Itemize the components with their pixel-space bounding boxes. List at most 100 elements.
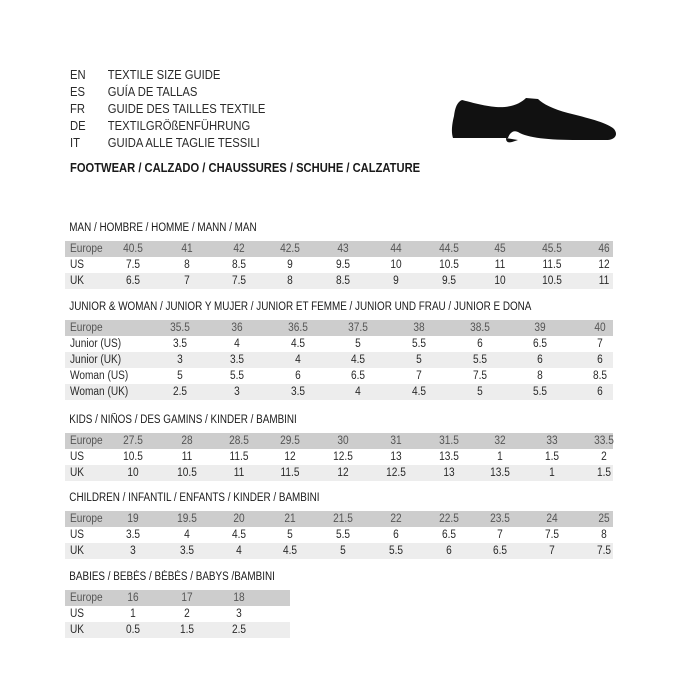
row-label: US [70,529,85,541]
size-cell: 8 [537,370,543,382]
size-cell: 21 [284,513,296,525]
size-cell: 3.5 [172,338,188,350]
row-label: US [70,259,85,271]
size-cell: 27.5 [123,435,143,447]
size-table: Europe 35.5 36 36.5 37.5 38 38.5 39 40 Junior (US… [65,320,613,400]
size-cell: 3 [234,386,240,398]
size-table: Europe 19 19.5 20 21 21.5 22 22.5 23.5 24 25 US 3.5 4… [65,511,613,559]
size-cell: 20 [233,513,245,525]
table-title: CHILDREN / INFANTIL / ENFANTS / KINDER /… [69,492,320,504]
size-cell: 10.5 [177,467,197,479]
row-label: UK [70,275,85,287]
size-cell: 42 [233,243,245,255]
size-cell: 10 [127,467,139,479]
size-cell: 11 [598,275,610,287]
size-cell: 4.5 [231,529,247,541]
table-row: Woman (US) 5 5.5 6 6.5 7 7.5 8 8.5 [65,368,613,384]
size-cell: 0.5 [125,624,141,636]
guide-title: TEXTILE SIZE GUIDE [107,68,221,82]
size-cell: 5 [355,338,361,350]
size-cell: 24 [546,513,558,525]
size-cell: 7.5 [544,529,560,541]
size-cell: 1 [497,451,503,463]
size-cell: 4 [236,545,242,557]
size-cell: 21.5 [333,513,353,525]
size-table-babies: BABIES / BEBÉS / BÉBÉS / BABYS /BAMBINI E… [65,569,309,638]
size-cell: 7 [549,545,555,557]
size-cell: 1.5 [596,467,612,479]
size-cell: 28 [181,435,193,447]
size-cell: 12 [598,259,610,271]
size-cell: 11.5 [542,259,562,271]
size-cell: 6 [295,370,301,382]
size-table-children: CHILDREN / INFANTIL / ENFANTS / KINDER /… [65,490,613,559]
size-cell: 11 [181,451,193,463]
size-cell: 22.5 [439,513,459,525]
language-code: EN [70,68,86,82]
size-cell: 5 [340,545,346,557]
size-cell: 3.5 [179,545,195,557]
size-cell: 6.5 [125,275,141,287]
size-cell: 28.5 [229,435,249,447]
size-cell: 12 [284,451,296,463]
size-cell: 6 [597,386,603,398]
shoe-silhouette-icon [448,96,618,149]
table-row: Europe 27.5 28 28.5 29.5 30 31 31.5 32 33 33.5 [65,433,614,449]
size-cell: 7.5 [472,370,488,382]
table-row: Europe 40.5 41 42 42.5 43 44 44.5 45 45.5 46 [65,241,613,257]
size-cell: 44 [390,243,402,255]
size-table-kids: KIDS / NIÑOS / DES GAMINS / KINDER / BAM… [65,412,614,481]
size-cell: 12.5 [333,451,353,463]
size-cell: 3 [130,545,136,557]
table-row: UK 6.5 7 7.5 8 8.5 9 9.5 10 10.5 11 [65,273,613,289]
size-cell: 6 [446,545,452,557]
size-cell: 43 [337,243,349,255]
size-cell: 38.5 [470,322,490,334]
row-label: Europe [70,513,103,525]
size-cell: 13 [443,467,455,479]
size-cell: 8.5 [592,370,608,382]
size-cell: 11 [233,467,245,479]
size-cell: 17 [181,592,193,604]
table-title: MAN / HOMBRE / HOMME / MANN / MAN [69,222,257,234]
language-code: DE [70,119,86,133]
size-cell: 5.5 [335,529,351,541]
size-cell: 7 [597,338,603,350]
size-cell: 1.5 [544,451,560,463]
size-cell: 33 [546,435,558,447]
size-cell: 45.5 [542,243,562,255]
size-cell: 9 [393,275,399,287]
size-cell: 7 [497,529,503,541]
size-cell: 7 [416,370,422,382]
row-label: US [70,451,85,463]
size-table: Europe 27.5 28 28.5 29.5 30 31 31.5 32 33 33.5 US 10… [65,433,614,481]
size-cell: 1.5 [179,624,195,636]
row-label: UK [70,467,85,479]
size-table-man: MAN / HOMBRE / HOMME / MANN / MAN Europe 4… [65,220,613,289]
size-cell: 10.5 [542,275,562,287]
size-cell: 4 [184,529,190,541]
size-cell: 36 [231,322,243,334]
size-cell: 10 [494,275,506,287]
row-label: UK [70,624,85,636]
table-row: US 7.5 8 8.5 9 9.5 10 10.5 11 11.5 12 [65,257,613,273]
size-cell: 6.5 [441,529,457,541]
guide-title: TEXTILGRÖßENFÜHRUNG [107,119,251,133]
guide-title: GUIDE DES TAILLES TEXTILE [107,102,266,116]
size-cell: 10.5 [439,259,459,271]
size-cell: 31 [390,435,402,447]
size-cell: 38 [413,322,425,334]
size-cell: 13 [390,451,402,463]
size-cell: 11.5 [280,467,300,479]
size-cell: 25 [598,513,610,525]
size-cell: 30 [337,435,349,447]
size-cell: 23.5 [490,513,510,525]
size-cell: 11.5 [229,451,249,463]
size-cell: 3.5 [290,386,306,398]
table-row: Europe 19 19.5 20 21 21.5 22 22.5 23.5 24 25 [65,511,613,527]
size-cell: 45 [494,243,506,255]
size-cell: 8.5 [335,275,351,287]
size-cell: 42.5 [280,243,300,255]
size-cell: 5 [416,354,422,366]
footwear-heading: FOOTWEAR / CALZADO / CHAUSSURES / SCHUHE… [70,160,421,175]
